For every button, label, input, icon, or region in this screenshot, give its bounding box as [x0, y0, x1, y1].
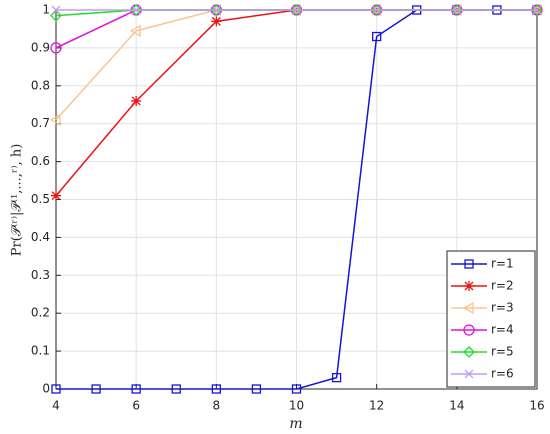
marker	[532, 5, 542, 15]
legend-label: r=1	[491, 257, 514, 271]
marker	[464, 281, 474, 291]
marker	[290, 4, 303, 16]
marker	[462, 301, 474, 315]
y-tick-label: 1	[42, 3, 50, 17]
marker	[370, 4, 383, 16]
marker	[463, 324, 475, 336]
x-tick-label: 12	[369, 399, 384, 413]
x-tick-label: 14	[449, 399, 464, 413]
legend-box	[446, 250, 536, 388]
y-tick-label: 0	[42, 382, 50, 396]
marker	[131, 95, 142, 106]
x-tick-label: 16	[529, 399, 544, 413]
marker	[372, 31, 382, 42]
legend-label: r=6	[491, 367, 514, 381]
marker	[51, 5, 61, 15]
y-tick-label: 0.9	[31, 40, 50, 54]
marker	[531, 4, 543, 16]
marker	[49, 113, 61, 127]
marker	[211, 16, 222, 27]
y-tick-label: 0.7	[31, 116, 50, 130]
legend-label: r=3	[491, 301, 514, 315]
x-tick-label: 8	[213, 399, 221, 413]
marker	[530, 3, 542, 17]
x-tick-label: 10	[289, 399, 304, 413]
x-tick-label: 4	[52, 399, 60, 413]
marker	[292, 5, 301, 15]
marker	[211, 5, 221, 15]
legend-label: r=5	[491, 345, 514, 359]
marker	[91, 384, 101, 394]
marker	[129, 24, 141, 37]
marker	[171, 384, 181, 394]
marker	[251, 384, 262, 394]
y-tick-label: 0.8	[31, 78, 50, 92]
marker	[211, 384, 221, 394]
y-tick-label: 0.2	[31, 306, 50, 320]
marker	[51, 190, 61, 201]
marker	[464, 259, 474, 269]
marker	[452, 5, 462, 15]
marker	[291, 384, 302, 394]
y-tick-label: 0.3	[31, 268, 50, 282]
x-tick-label: 6	[132, 399, 140, 413]
y-tick-label: 0.5	[31, 192, 50, 206]
marker	[131, 5, 141, 15]
x-axis-label: m	[289, 416, 302, 432]
marker	[463, 346, 475, 358]
y-axis-label: Pr(𝒫⁽ʳ⁾|𝒫⁽¹,...,ʳ⁾, h)	[10, 144, 25, 257]
y-tick-label: 0.6	[31, 154, 50, 168]
marker	[450, 4, 463, 16]
marker	[372, 5, 382, 15]
marker	[210, 4, 223, 16]
marker	[130, 4, 143, 16]
y-tick-label: 0.4	[31, 230, 50, 244]
legend-label: r=2	[491, 279, 514, 293]
marker	[131, 384, 141, 394]
marker	[331, 372, 342, 383]
marker	[50, 42, 62, 54]
y-tick-label: 0.1	[31, 344, 50, 358]
marker	[51, 384, 61, 394]
marker	[464, 369, 474, 379]
legend-label: r=4	[491, 323, 514, 337]
